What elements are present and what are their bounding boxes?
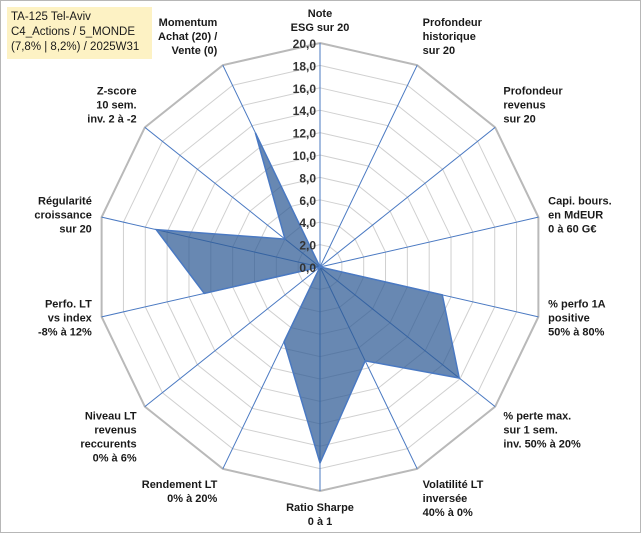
info-line-period: (7,8% | 8,2%) / 2025W31 [11, 41, 140, 53]
axis-spoke [319, 216, 539, 268]
tick-label: 4,0 [299, 216, 316, 230]
axis-label-group: Profondeur historique sur 20 [423, 17, 483, 57]
axis-label: 0 à 60 G€ [548, 223, 596, 235]
axis-label: Régularité [38, 195, 92, 207]
axis-label: ESG sur 20 [291, 22, 350, 34]
axis-label: Profondeur [503, 85, 563, 97]
axis-label: 0 à 1 [308, 516, 332, 528]
axis-label: Vente (0) [171, 45, 217, 57]
tick-label: 12,0 [293, 127, 317, 141]
axis-label: sur 20 [423, 45, 455, 57]
axis-label: Ratio Sharpe [286, 502, 354, 514]
axis-label: 10 sem. [96, 99, 136, 111]
tick-label: 8,0 [299, 171, 316, 185]
axis-label: reccurents [80, 439, 136, 451]
axis-label: inversée [423, 493, 468, 505]
axis-label-group: Rendement LT 0% à 20% [142, 479, 218, 505]
data-area [154, 132, 461, 466]
axis-label: inv. 2 à -2 [87, 113, 136, 125]
axis-label: positive [548, 313, 590, 325]
axis-spoke [144, 266, 321, 408]
axis-label: Z-score [97, 85, 137, 97]
axis-label-group: % perte max. sur 1 sem. inv. 50% à 20% [503, 411, 581, 451]
axis-spoke [319, 64, 418, 268]
axis-label: 40% à 0% [423, 507, 473, 519]
tick-label: 0,0 [299, 261, 316, 275]
tick-label: 20,0 [293, 37, 317, 51]
axis-label-group: Régularité croissance sur 20 [34, 195, 91, 235]
axis-label: sur 20 [59, 223, 91, 235]
axis-spoke [319, 126, 496, 268]
axis-label: % perfo 1A [548, 299, 606, 311]
axis-label: Niveau LT [85, 411, 137, 423]
info-line-index: TA-125 Tel-Aviv [11, 11, 91, 23]
axis-label: Capi. bours. [548, 195, 612, 207]
info-line-category: C4_Actions / 5_MONDE [11, 26, 135, 38]
axis-label: vs index [48, 313, 93, 325]
axis-label: -8% à 12% [38, 327, 92, 339]
axis-label: historique [423, 31, 476, 43]
info-box: TA-125 Tel-Aviv C4_Actions / 5_MONDE (7,… [7, 7, 152, 59]
axis-label: revenus [94, 425, 136, 437]
axis-label: revenus [503, 99, 545, 111]
axis-label: 0% à 20% [167, 493, 217, 505]
axis-label-group: Profondeur revenus sur 20 [503, 85, 563, 125]
tick-label: 14,0 [293, 104, 317, 118]
axis-label: Volatilité LT [423, 479, 484, 491]
axis-label-group: Volatilité LT inversée 40% à 0% [423, 479, 484, 519]
axis-label: sur 20 [503, 113, 535, 125]
axis-label-group: Ratio Sharpe 0 à 1 [286, 502, 354, 528]
tick-label: 6,0 [299, 194, 316, 208]
axis-label: % perte max. [503, 411, 571, 423]
axis-label: Perfo. LT [45, 299, 92, 311]
axis-label-group: Note ESG sur 20 [291, 8, 350, 34]
axis-label: en MdEUR [548, 209, 603, 221]
axis-label: Momentum [159, 17, 218, 29]
axis-label: sur 1 sem. [503, 425, 557, 437]
axis-label-group: Niveau LT revenus reccurents 0% à 6% [80, 411, 137, 465]
tick-label: 18,0 [293, 59, 317, 73]
axis-label-group: Momentum Achat (20) / Vente (0) [158, 17, 218, 57]
tick-label: 2,0 [299, 239, 316, 253]
axis-label: Rendement LT [142, 479, 218, 491]
axis-label-group: Capi. bours. en MdEUR 0 à 60 G€ [548, 195, 612, 235]
tick-label: 16,0 [293, 82, 317, 96]
axis-label: Achat (20) / [158, 31, 217, 43]
axis-label-group: % perfo 1A positive 50% à 80% [548, 299, 606, 339]
axis-label: Profondeur [423, 17, 483, 29]
axis-label: Note [308, 8, 332, 20]
axis-label: croissance [34, 209, 91, 221]
axis-label: 0% à 6% [93, 453, 137, 465]
axis-label-group: Perfo. LT vs index -8% à 12% [38, 299, 93, 339]
tick-label: 10,0 [293, 149, 317, 163]
axis-label: 50% à 80% [548, 327, 604, 339]
axis-label: inv. 50% à 20% [503, 439, 581, 451]
axis-label-group: Z-score 10 sem. inv. 2 à -2 [87, 85, 136, 125]
